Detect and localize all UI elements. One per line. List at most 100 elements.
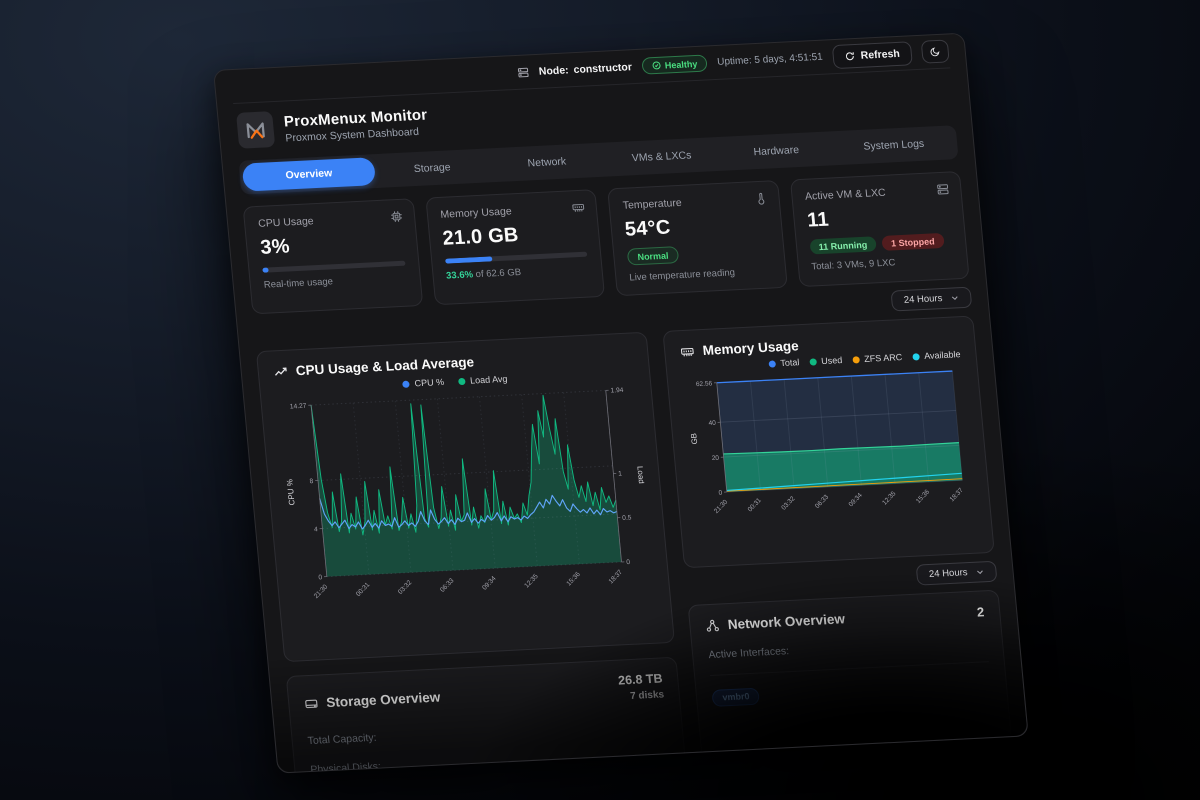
memory-progress-fill [444, 256, 493, 264]
storage-title: Storage Overview [325, 689, 441, 711]
tab-hardware[interactable]: Hardware [718, 134, 835, 168]
cpu-chip-icon [389, 210, 403, 224]
svg-text:Load: Load [635, 466, 646, 484]
svg-text:0: 0 [318, 574, 323, 581]
refresh-button[interactable]: Refresh [831, 40, 913, 69]
storage-total-value: 26.8 TB [617, 671, 664, 688]
refresh-icon [844, 51, 855, 61]
svg-text:0: 0 [719, 490, 724, 497]
temperature-card: Temperature 54°C Normal Live temperature… [607, 180, 788, 297]
memory-icon [680, 344, 695, 359]
memory-value: 21.0 GB [441, 224, 520, 250]
hard-drive-icon [304, 696, 319, 711]
cpu-usage-card: CPU Usage 3% Real-time usage [242, 198, 423, 315]
cpu-value: 3% [259, 235, 291, 259]
svg-text:09:34: 09:34 [848, 492, 864, 509]
vm-count-value: 11 [806, 208, 830, 232]
tilted-scene: Node: constructor Healthy Uptime: 5 days… [213, 32, 1029, 774]
memory-percent: 33.6% [445, 269, 474, 282]
network-separator [710, 661, 989, 677]
svg-text:12:35: 12:35 [523, 573, 540, 590]
temperature-status-badge: Normal [626, 246, 680, 266]
tab-system-logs[interactable]: System Logs [832, 128, 955, 162]
zfs-arc-legend-dot [851, 355, 860, 364]
activity-icon [273, 364, 288, 379]
server-stack-icon [936, 183, 950, 197]
temperature-value: 54°C [623, 216, 672, 241]
network-interface-count: 2 [976, 604, 985, 620]
svg-text:03:32: 03:32 [781, 495, 797, 512]
node-name: Node: constructor [538, 61, 632, 78]
storage-disk-count: 7 disks [629, 689, 665, 703]
theme-toggle-button[interactable] [920, 39, 950, 64]
cpu-chart-title: CPU Usage & Load Average [295, 354, 475, 379]
storage-physical-disks-label: Physical Disks: [309, 760, 382, 774]
memory-icon [571, 201, 585, 215]
memory-chart-panel: Memory Usage Total Used ZFS ARC Availabl… [662, 315, 995, 569]
svg-text:06:33: 06:33 [439, 577, 456, 594]
cpu-progress-track [262, 260, 406, 273]
left-column: CPU Usage & Load Average CPU % Load Avg … [255, 331, 693, 774]
cpu-legend-dot [402, 380, 410, 388]
svg-text:62.56: 62.56 [696, 380, 713, 388]
svg-text:0: 0 [626, 559, 631, 566]
running-badge: 11 Running [809, 236, 877, 255]
tab-overview[interactable]: Overview [241, 157, 377, 192]
memory-chart: 0 20 40 62.56 21:30 00:31 03:32 06:33 09:34 12:35… [690, 370, 965, 515]
cpu-progress-fill [262, 267, 269, 273]
svg-text:1.94: 1.94 [610, 387, 624, 395]
proxmenux-logo [236, 111, 276, 149]
node-label: Node: [538, 63, 570, 78]
thermometer-icon [753, 192, 767, 206]
active-vm-lxc-card: Active VM & LXC 11 11 Running 1 Stopped … [789, 170, 970, 288]
uptime-text: Uptime: 5 days, 4:51:51 [716, 51, 824, 68]
app-window: Node: constructor Healthy Uptime: 5 days… [213, 32, 1029, 774]
svg-text:21:30: 21:30 [713, 498, 729, 515]
time-range-select-2[interactable]: 24 Hours [916, 560, 998, 586]
node-value: constructor [573, 60, 633, 76]
svg-text:1: 1 [618, 471, 623, 478]
tab-network[interactable]: Network [488, 146, 605, 180]
load-legend-dot [457, 377, 466, 385]
svg-text:18:37: 18:37 [608, 569, 625, 586]
svg-text:40: 40 [709, 420, 717, 427]
svg-text:4: 4 [314, 526, 319, 533]
svg-text:09:34: 09:34 [481, 575, 498, 592]
storage-overview-panel: Storage Overview 26.8 TB 7 disks Total C… [285, 656, 693, 774]
main-grid: CPU Usage & Load Average CPU % Load Avg … [255, 315, 1019, 774]
interface-badge: vmbr0 [711, 687, 761, 707]
cpu-load-chart: 0 4 8 14.27 0 0.5 1 1.94 21:30 00:31 03:32 06:33 09:… [285, 387, 646, 600]
network-title: Network Overview [727, 611, 846, 633]
svg-text:03:32: 03:32 [397, 579, 414, 596]
svg-text:21:30: 21:30 [313, 583, 330, 600]
storage-total-capacity-label: Total Capacity: [307, 731, 378, 748]
cpu-load-chart-panel: CPU Usage & Load Average CPU % Load Avg … [255, 331, 676, 663]
svg-text:15:36: 15:36 [915, 488, 931, 505]
server-icon [516, 66, 529, 79]
svg-text:18:37: 18:37 [949, 487, 965, 504]
time-range-select[interactable]: 24 Hours [890, 286, 973, 312]
svg-text:00:31: 00:31 [747, 497, 763, 514]
tab-vms-lxcs[interactable]: VMs & LXCs [603, 140, 720, 174]
network-nodes-icon [705, 618, 720, 633]
network-overview-panel: Network Overview 2 Active Interfaces: vm… [687, 589, 1015, 774]
memory-progress-track [444, 251, 588, 264]
svg-text:15:36: 15:36 [565, 571, 582, 588]
available-legend-dot [911, 352, 920, 361]
moon-icon [929, 46, 941, 58]
total-legend-dot [768, 359, 776, 368]
stopped-badge: 1 Stopped [881, 232, 945, 251]
svg-text:GB: GB [690, 433, 700, 445]
check-circle-icon [651, 61, 661, 70]
svg-text:20: 20 [712, 455, 720, 462]
svg-text:CPU %: CPU % [285, 479, 296, 506]
svg-text:14.27: 14.27 [290, 403, 307, 411]
used-legend-dot [808, 357, 817, 366]
tab-storage[interactable]: Storage [374, 151, 491, 185]
chevron-down-icon [975, 567, 985, 576]
memory-usage-card: Memory Usage 21.0 GB 33.6% of 62.6 GB [424, 189, 606, 306]
svg-text:8: 8 [309, 478, 314, 485]
chevron-down-icon [950, 293, 960, 302]
right-column: Memory Usage Total Used ZFS ARC Availabl… [662, 315, 1015, 774]
memory-chart-title: Memory Usage [702, 338, 800, 358]
